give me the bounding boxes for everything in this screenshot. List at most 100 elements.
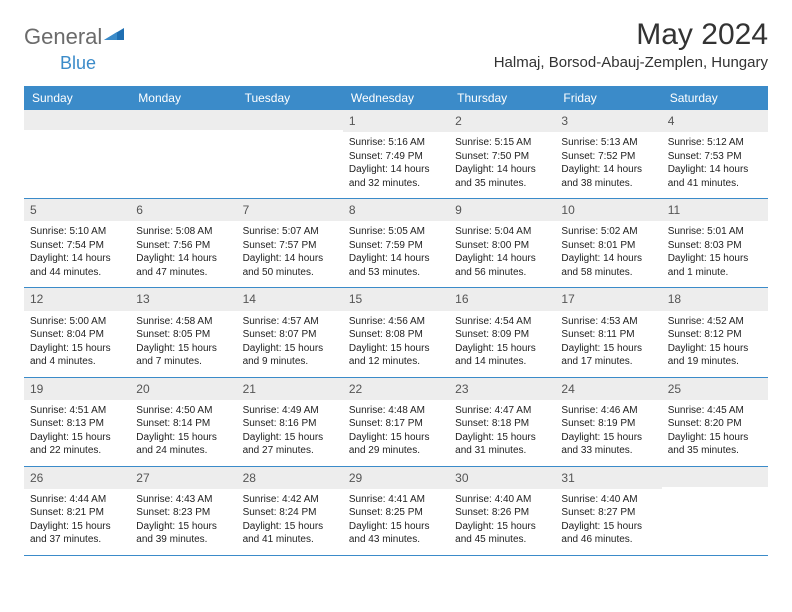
weekday-wednesday: Wednesday	[343, 86, 449, 110]
sunrise-text: Sunrise: 4:48 AM	[349, 404, 443, 418]
day-number: 24	[555, 378, 661, 400]
weekday-sunday: Sunday	[24, 86, 130, 110]
sunset-text: Sunset: 7:52 PM	[561, 150, 655, 164]
location: Halmaj, Borsod-Abauj-Zemplen, Hungary	[494, 54, 768, 71]
sunset-text: Sunset: 8:18 PM	[455, 417, 549, 431]
sunset-text: Sunset: 8:26 PM	[455, 506, 549, 520]
daylight-text: Daylight: 14 hours and 53 minutes.	[349, 252, 443, 279]
daylight-text: Daylight: 14 hours and 41 minutes.	[668, 163, 762, 190]
daylight-text: Daylight: 15 hours and 37 minutes.	[30, 520, 124, 547]
sunrise-text: Sunrise: 4:45 AM	[668, 404, 762, 418]
sunset-text: Sunset: 8:05 PM	[136, 328, 230, 342]
sunset-text: Sunset: 8:03 PM	[668, 239, 762, 253]
sunset-text: Sunset: 8:14 PM	[136, 417, 230, 431]
daylight-text: Daylight: 15 hours and 41 minutes.	[243, 520, 337, 547]
day-cell: 10Sunrise: 5:02 AMSunset: 8:01 PMDayligh…	[555, 199, 661, 287]
daylight-text: Daylight: 15 hours and 14 minutes.	[455, 342, 549, 369]
daylight-text: Daylight: 15 hours and 4 minutes.	[30, 342, 124, 369]
sunrise-text: Sunrise: 5:07 AM	[243, 225, 337, 239]
weekday-saturday: Saturday	[662, 86, 768, 110]
sunrise-text: Sunrise: 4:49 AM	[243, 404, 337, 418]
sunset-text: Sunset: 8:19 PM	[561, 417, 655, 431]
daylight-text: Daylight: 15 hours and 46 minutes.	[561, 520, 655, 547]
weekday-friday: Friday	[555, 86, 661, 110]
daylight-text: Daylight: 14 hours and 32 minutes.	[349, 163, 443, 190]
day-number: 30	[449, 467, 555, 489]
sunrise-text: Sunrise: 5:16 AM	[349, 136, 443, 150]
sunset-text: Sunset: 7:56 PM	[136, 239, 230, 253]
daylight-text: Daylight: 14 hours and 50 minutes.	[243, 252, 337, 279]
day-number: 5	[24, 199, 130, 221]
sunrise-text: Sunrise: 5:15 AM	[455, 136, 549, 150]
sunrise-text: Sunrise: 5:01 AM	[668, 225, 762, 239]
sunrise-text: Sunrise: 4:42 AM	[243, 493, 337, 507]
sunrise-text: Sunrise: 4:54 AM	[455, 315, 549, 329]
day-cell: 4Sunrise: 5:12 AMSunset: 7:53 PMDaylight…	[662, 110, 768, 198]
day-cell: 27Sunrise: 4:43 AMSunset: 8:23 PMDayligh…	[130, 467, 236, 555]
day-cell: 1Sunrise: 5:16 AMSunset: 7:49 PMDaylight…	[343, 110, 449, 198]
sunrise-text: Sunrise: 5:02 AM	[561, 225, 655, 239]
day-number	[662, 467, 768, 487]
sunrise-text: Sunrise: 4:56 AM	[349, 315, 443, 329]
sunrise-text: Sunrise: 5:05 AM	[349, 225, 443, 239]
day-number: 23	[449, 378, 555, 400]
day-cell: 16Sunrise: 4:54 AMSunset: 8:09 PMDayligh…	[449, 288, 555, 376]
day-cell: 11Sunrise: 5:01 AMSunset: 8:03 PMDayligh…	[662, 199, 768, 287]
day-cell: 30Sunrise: 4:40 AMSunset: 8:26 PMDayligh…	[449, 467, 555, 555]
sunrise-text: Sunrise: 5:08 AM	[136, 225, 230, 239]
day-cell: 31Sunrise: 4:40 AMSunset: 8:27 PMDayligh…	[555, 467, 661, 555]
sunrise-text: Sunrise: 4:51 AM	[30, 404, 124, 418]
sunset-text: Sunset: 8:17 PM	[349, 417, 443, 431]
day-number: 11	[662, 199, 768, 221]
sunset-text: Sunset: 8:01 PM	[561, 239, 655, 253]
sunrise-text: Sunrise: 5:00 AM	[30, 315, 124, 329]
logo-word1: General	[24, 24, 102, 50]
daylight-text: Daylight: 15 hours and 29 minutes.	[349, 431, 443, 458]
week-row: 26Sunrise: 4:44 AMSunset: 8:21 PMDayligh…	[24, 467, 768, 556]
daylight-text: Daylight: 15 hours and 33 minutes.	[561, 431, 655, 458]
day-number: 25	[662, 378, 768, 400]
sunset-text: Sunset: 8:08 PM	[349, 328, 443, 342]
sunrise-text: Sunrise: 4:47 AM	[455, 404, 549, 418]
day-cell: 21Sunrise: 4:49 AMSunset: 8:16 PMDayligh…	[237, 378, 343, 466]
day-number: 12	[24, 288, 130, 310]
daylight-text: Daylight: 15 hours and 22 minutes.	[30, 431, 124, 458]
weekday-header-row: SundayMondayTuesdayWednesdayThursdayFrid…	[24, 86, 768, 110]
sunset-text: Sunset: 8:09 PM	[455, 328, 549, 342]
sunrise-text: Sunrise: 4:43 AM	[136, 493, 230, 507]
daylight-text: Daylight: 15 hours and 27 minutes.	[243, 431, 337, 458]
daylight-text: Daylight: 15 hours and 39 minutes.	[136, 520, 230, 547]
daylight-text: Daylight: 15 hours and 43 minutes.	[349, 520, 443, 547]
sunrise-text: Sunrise: 4:40 AM	[455, 493, 549, 507]
weekday-tuesday: Tuesday	[237, 86, 343, 110]
day-number: 9	[449, 199, 555, 221]
day-number: 28	[237, 467, 343, 489]
day-cell: 17Sunrise: 4:53 AMSunset: 8:11 PMDayligh…	[555, 288, 661, 376]
day-number: 13	[130, 288, 236, 310]
day-number	[237, 110, 343, 130]
sunrise-text: Sunrise: 4:52 AM	[668, 315, 762, 329]
sunset-text: Sunset: 7:57 PM	[243, 239, 337, 253]
day-cell: 7Sunrise: 5:07 AMSunset: 7:57 PMDaylight…	[237, 199, 343, 287]
sunset-text: Sunset: 7:53 PM	[668, 150, 762, 164]
day-cell	[130, 110, 236, 198]
sunset-text: Sunset: 8:21 PM	[30, 506, 124, 520]
day-number: 3	[555, 110, 661, 132]
sunset-text: Sunset: 7:59 PM	[349, 239, 443, 253]
sunset-text: Sunset: 8:00 PM	[455, 239, 549, 253]
sunset-text: Sunset: 8:13 PM	[30, 417, 124, 431]
day-cell	[24, 110, 130, 198]
sunset-text: Sunset: 8:20 PM	[668, 417, 762, 431]
sunrise-text: Sunrise: 4:46 AM	[561, 404, 655, 418]
sunrise-text: Sunrise: 4:53 AM	[561, 315, 655, 329]
day-number: 17	[555, 288, 661, 310]
day-cell: 26Sunrise: 4:44 AMSunset: 8:21 PMDayligh…	[24, 467, 130, 555]
day-number: 27	[130, 467, 236, 489]
day-cell: 13Sunrise: 4:58 AMSunset: 8:05 PMDayligh…	[130, 288, 236, 376]
daylight-text: Daylight: 15 hours and 24 minutes.	[136, 431, 230, 458]
day-number	[24, 110, 130, 130]
day-cell: 28Sunrise: 4:42 AMSunset: 8:24 PMDayligh…	[237, 467, 343, 555]
day-number: 21	[237, 378, 343, 400]
daylight-text: Daylight: 14 hours and 44 minutes.	[30, 252, 124, 279]
day-number: 2	[449, 110, 555, 132]
